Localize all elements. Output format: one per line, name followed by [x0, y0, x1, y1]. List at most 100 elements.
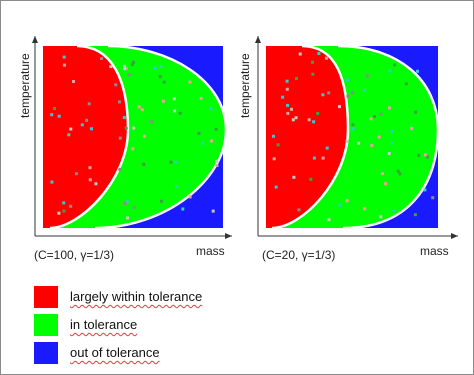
panel-1-sample-dot	[62, 209, 66, 213]
panel-1-sample-dot	[199, 97, 203, 100]
panel-2-sample-dot	[325, 146, 329, 150]
panel-2-sample-dot	[416, 69, 419, 73]
panel-1-sample-dot	[143, 134, 147, 138]
panel-1-sample-dot	[87, 102, 91, 106]
panel-1-sample-dot	[178, 111, 182, 115]
panel-1-sample-dot	[209, 107, 213, 111]
panel-2-inner-boundary	[271, 44, 350, 230]
panel-1-sample-dot	[88, 178, 92, 182]
panel-2-sample-dot	[286, 111, 290, 115]
panel-2-sample-dot	[357, 141, 361, 145]
panel-1-sample-dot	[175, 185, 179, 188]
panel-2-sample-dot	[384, 182, 388, 186]
panel-2-sample-dot	[291, 118, 295, 122]
panel-2-sample-dot	[381, 172, 385, 176]
panel-2-sample-dot	[290, 107, 293, 111]
panel-1-sample-dot	[142, 162, 146, 166]
panel-1-sample-dot	[74, 172, 78, 176]
panel-1-sample-dot	[88, 166, 92, 170]
panel-2-sample-dot	[321, 93, 325, 97]
panel-2-sample-dot	[312, 156, 316, 160]
panel-1-sample-dot	[62, 55, 66, 59]
panel-2-sample-dot	[311, 60, 314, 64]
panel-2-sample-dot	[327, 91, 331, 95]
panel-1-sample-dot	[100, 57, 104, 60]
panel-1-sample-dot	[53, 107, 56, 110]
plots-canvas	[32, 36, 458, 239]
panel-2-sample-dot	[423, 153, 427, 157]
panel-1-sample-dot	[131, 147, 135, 151]
panel-1-sample-dot	[125, 200, 129, 204]
panel-1-sample-dot	[90, 127, 93, 131]
panel-2-sample-dot	[379, 112, 383, 116]
panel-1-sample-dot	[188, 195, 192, 199]
panel-2-sample-dot	[390, 141, 394, 145]
panel-2-sample-dot	[272, 157, 276, 161]
panel-1-y-axis-arrow	[32, 36, 38, 43]
panel-1-sample-dot	[172, 97, 176, 101]
panel-2-xlabel: mass	[420, 244, 449, 258]
panel-2-sample-dot	[396, 169, 400, 173]
panel-2-sample-dot	[388, 106, 391, 110]
panel-1-sample-dot	[159, 199, 163, 203]
panel-1-sample-dot	[80, 123, 84, 127]
panel-2-sample-dot	[285, 87, 289, 91]
legend-swatch-red	[34, 286, 58, 308]
panel-2-sample-dot	[321, 156, 325, 160]
panel-2-sample-dot	[297, 208, 301, 212]
panel-1-sample-dot	[132, 206, 136, 210]
panel-1-sample-dot	[181, 207, 185, 211]
panel-1-sample-dot	[62, 63, 66, 67]
panel-1-sample-dot	[159, 65, 163, 68]
panel-2-sample-dot	[286, 103, 290, 107]
panel-1-sample-dot	[215, 160, 219, 163]
panel-1-caption: (C=100, γ=1/3)	[34, 248, 115, 262]
panel-1-sample-dot	[50, 180, 54, 184]
panel-2-sample-dot	[345, 139, 349, 143]
panel-1-sample-dot	[118, 136, 122, 140]
panel-2-sample-dot	[392, 209, 396, 213]
panel-2-sample-dot	[285, 79, 289, 83]
panel-2-sample-dot	[294, 116, 298, 120]
panel-1-sample-dot	[69, 204, 73, 208]
legend-item-in-tolerance: in tolerance	[34, 314, 334, 338]
panel-1-sample-dot	[188, 80, 192, 84]
panel-1-sample-dot	[158, 75, 162, 79]
panel-1-sample-dot	[127, 73, 131, 77]
legend-item-out-of-tolerance: out of tolerance	[34, 342, 334, 366]
legend-swatch-blue	[34, 342, 58, 364]
panel-1-sample-dot	[169, 160, 173, 164]
panel-2-sample-dot	[363, 88, 367, 92]
panel-2-sample-dot	[298, 52, 302, 56]
panel-1-sample-dot	[94, 182, 98, 186]
panel-2-sample-dot	[338, 204, 342, 207]
panel-1-outer-boundary	[94, 44, 228, 230]
panel-1-ylabel: temperature	[18, 53, 32, 118]
panel-1-sample-dot	[153, 66, 157, 70]
panel-2-sample-dot	[276, 143, 280, 147]
panel-2-sample-dot	[365, 74, 369, 78]
legend-label: in tolerance	[70, 317, 138, 332]
panel-1-sample-dot	[126, 216, 129, 220]
panel-2-sample-dot	[324, 56, 328, 60]
panel-2-sample-dot	[338, 105, 341, 109]
panel-2-sample-dot	[346, 94, 350, 98]
panel-1-sample-dot	[131, 62, 134, 66]
panel-1-sample-dot	[114, 83, 118, 87]
panel-2-sample-dot	[363, 207, 367, 211]
panel-2-sample-dot	[345, 199, 349, 203]
panel-2-sample-dot	[413, 213, 417, 217]
panel-1-inner-boundary	[49, 44, 130, 230]
panel-2-sample-dot	[292, 175, 296, 179]
panel-2-sample-dot	[390, 129, 394, 133]
panel-1-sample-dot	[150, 120, 154, 124]
panel-2-sample-dot	[272, 134, 275, 138]
panel-1-sample-dot	[214, 127, 218, 131]
panel-1-sample-dot	[123, 64, 126, 68]
panel-2-ylabel: temperature	[238, 53, 252, 118]
legend-swatch-green	[34, 314, 58, 336]
panel-2-sample-dot	[307, 118, 311, 122]
panel-1-sample-dot	[57, 211, 61, 215]
panel-1-sample-dot	[62, 201, 66, 205]
panel-2-sample-dot	[417, 153, 421, 157]
